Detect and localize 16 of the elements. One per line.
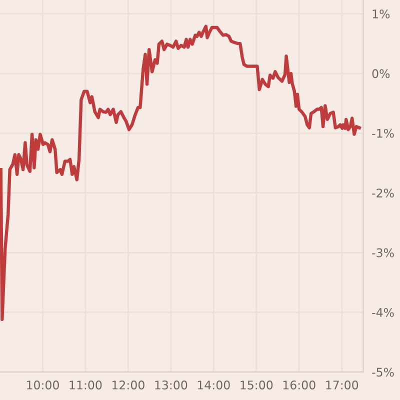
y-tick-label: -5% <box>372 368 394 377</box>
x-tick-label: 14:00 <box>198 380 230 390</box>
x-tick-label: 11:00 <box>70 380 102 390</box>
y-tick-label: -4% <box>372 308 394 317</box>
x-tick-label: 15:00 <box>240 380 273 390</box>
x-tick-label: 17:00 <box>326 380 358 390</box>
x-tick-label: 16:00 <box>283 380 316 390</box>
y-tick-label: 1% <box>372 9 390 18</box>
y-tick-label: -2% <box>372 188 394 198</box>
y-tick-label: -1% <box>372 128 394 138</box>
x-tick-label: 12:00 <box>112 380 144 390</box>
y-tick-label: 0% <box>372 69 390 78</box>
line-series <box>0 24 361 322</box>
x-tick-label: 10:00 <box>27 380 59 390</box>
y-tick-label: -3% <box>372 248 394 258</box>
x-tick-label: 13:00 <box>155 380 188 390</box>
